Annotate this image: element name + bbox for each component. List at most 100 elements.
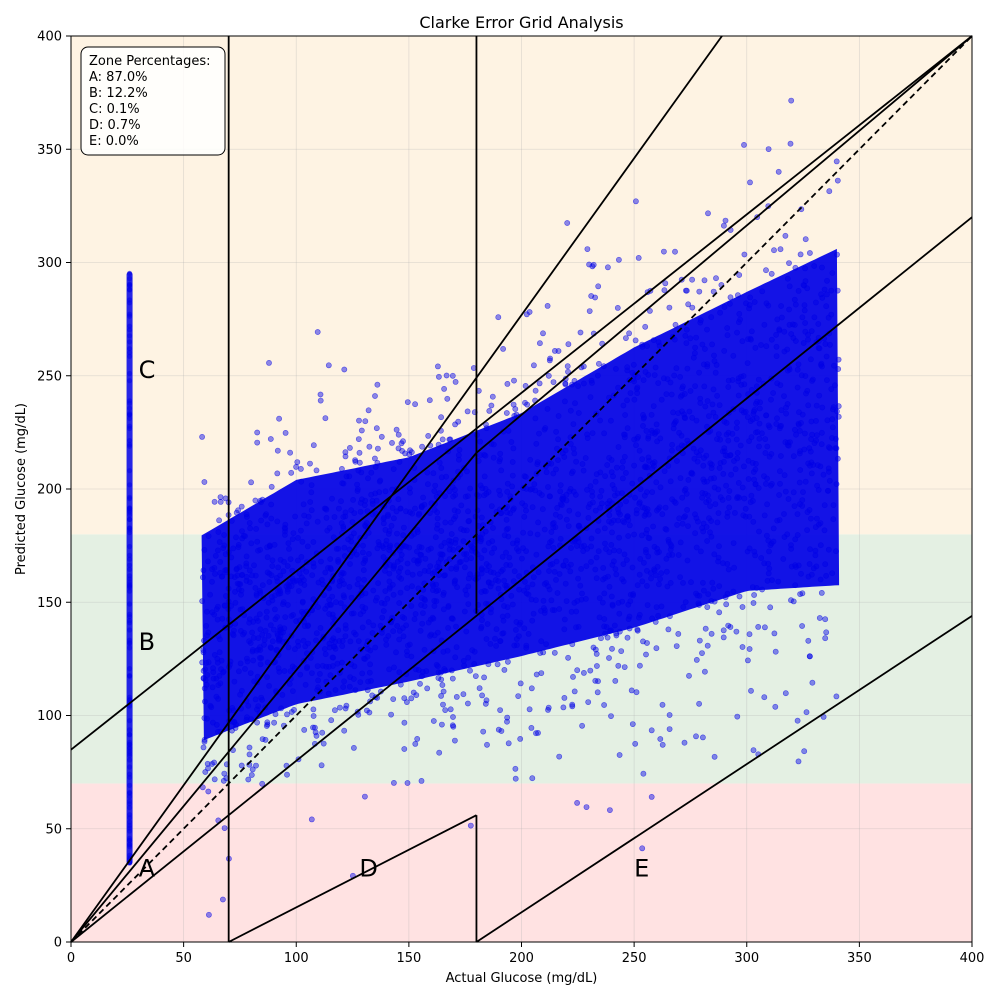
- scatter-point: [323, 663, 330, 670]
- scatter-point: [651, 372, 658, 378]
- scatter-point: [631, 462, 637, 469]
- scatter-point: [708, 518, 714, 524]
- scatter-point: [761, 321, 768, 328]
- scatter-point: [242, 666, 248, 672]
- scatter-point: [793, 564, 799, 570]
- scatter-point: [335, 557, 341, 563]
- scatter-point: [495, 578, 502, 584]
- scatter-point: [327, 672, 334, 679]
- scatter-point: [722, 452, 729, 459]
- scatter-point: [440, 592, 447, 598]
- scatter-point: [290, 530, 297, 536]
- scatter-point: [328, 717, 335, 724]
- scatter-point: [823, 629, 830, 636]
- scatter-point: [377, 622, 384, 629]
- scatter-point: [499, 613, 506, 620]
- chart-title: Clarke Error Grid Analysis: [419, 13, 623, 32]
- scatter-point: [799, 314, 806, 321]
- scatter-point: [632, 740, 639, 747]
- scatter-point: [700, 734, 706, 741]
- scatter-point: [342, 453, 349, 460]
- scatter-point: [696, 602, 702, 608]
- scatter-point: [604, 500, 611, 507]
- scatter-point: [339, 569, 345, 576]
- scatter-point: [734, 449, 741, 456]
- scatter-point: [508, 439, 515, 445]
- scatter-point: [785, 496, 792, 502]
- scatter-point: [592, 294, 598, 301]
- scatter-point: [620, 402, 627, 409]
- scatter-point: [651, 566, 657, 573]
- scatter-point: [396, 636, 403, 643]
- scatter-point: [825, 465, 832, 472]
- scatter-point: [127, 556, 133, 562]
- scatter-point: [264, 554, 271, 561]
- scatter-point: [317, 625, 324, 631]
- scatter-point: [270, 626, 277, 633]
- scatter-point: [547, 561, 554, 568]
- scatter-point: [714, 392, 720, 399]
- scatter-point: [477, 438, 483, 445]
- scatter-point: [648, 411, 655, 418]
- scatter-point: [352, 457, 358, 463]
- scatter-point: [362, 418, 369, 425]
- scatter-point: [554, 445, 560, 452]
- scatter-point: [762, 450, 769, 456]
- scatter-point: [574, 800, 580, 806]
- scatter-point: [389, 504, 396, 511]
- scatter-point: [578, 543, 585, 550]
- scatter-point: [441, 385, 447, 392]
- scatter-point: [564, 363, 571, 370]
- scatter-point: [575, 523, 582, 530]
- scatter-point: [548, 538, 555, 544]
- scatter-point: [216, 673, 223, 679]
- scatter-point: [755, 376, 762, 383]
- scatter-point: [248, 540, 255, 547]
- scatter-point: [724, 332, 731, 339]
- scatter-point: [701, 455, 707, 461]
- scatter-point: [557, 488, 564, 495]
- scatter-point: [725, 566, 732, 573]
- scatter-point: [428, 631, 435, 638]
- scatter-point: [201, 698, 208, 705]
- scatter-point: [408, 695, 415, 702]
- scatter-point: [504, 718, 510, 725]
- scatter-point: [262, 512, 269, 519]
- scatter-point: [281, 532, 288, 538]
- scatter-point: [350, 676, 357, 682]
- scatter-point: [297, 465, 304, 472]
- scatter-point: [661, 248, 667, 255]
- scatter-point: [497, 456, 503, 462]
- scatter-point: [469, 647, 476, 654]
- scatter-point: [351, 629, 357, 636]
- scatter-point: [609, 529, 615, 536]
- scatter-point: [623, 498, 629, 505]
- scatter-point: [355, 467, 362, 474]
- scatter-point: [649, 615, 655, 622]
- scatter-point: [594, 689, 601, 696]
- scatter-point: [479, 617, 485, 623]
- scatter-point: [425, 619, 432, 626]
- scatter-point: [727, 300, 733, 307]
- scatter-point: [608, 519, 615, 526]
- scatter-point: [127, 666, 133, 672]
- scatter-point: [809, 679, 816, 686]
- scatter-point: [492, 635, 498, 642]
- scatter-point: [795, 420, 802, 427]
- scatter-point: [354, 481, 360, 488]
- scatter-point: [364, 508, 371, 514]
- scatter-point: [764, 577, 771, 584]
- scatter-point: [280, 599, 287, 605]
- scatter-point: [579, 722, 585, 729]
- scatter-point: [243, 514, 250, 520]
- scatter-point: [725, 437, 732, 444]
- scatter-point: [747, 179, 753, 186]
- scatter-point: [788, 597, 794, 604]
- scatter-point: [382, 588, 389, 594]
- scatter-point: [636, 447, 643, 454]
- scatter-point: [657, 576, 663, 582]
- scatter-point: [675, 552, 682, 558]
- scatter-point: [819, 264, 825, 271]
- scatter-point: [127, 852, 133, 858]
- scatter-point: [249, 766, 256, 773]
